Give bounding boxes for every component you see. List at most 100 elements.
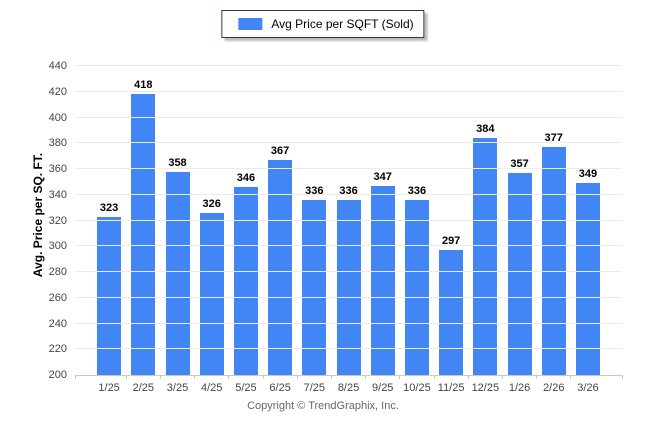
x-axis-tick-label: 11/25	[437, 382, 465, 394]
bar-value-label: 346	[236, 172, 256, 185]
legend-swatch	[238, 18, 263, 30]
bar-value-label: 323	[99, 201, 119, 214]
bar-value-label: 336	[407, 184, 427, 197]
bar-slot: 336	[400, 66, 434, 375]
bar: 326	[199, 198, 224, 375]
x-axis-tick-label: 5/25	[235, 382, 257, 394]
plot-area: 323 418 358 326 346 367 336 336 347 336 297 384 357 3…	[49, 60, 623, 394]
gridline	[75, 142, 622, 144]
bar-slot: 367	[263, 66, 297, 375]
gridline	[75, 219, 622, 221]
bar: 347	[370, 171, 395, 375]
x-axis-tick-label: 6/25	[269, 382, 291, 394]
bar-slot: 384	[468, 66, 502, 375]
bar-slot: 326	[195, 66, 229, 375]
y-axis-tick-label: 380	[48, 137, 67, 150]
x-axis-tick-label: 7/25	[303, 382, 326, 394]
gridline	[75, 271, 622, 272]
bar-slot: 336	[331, 66, 365, 375]
x-axis-tick	[159, 375, 161, 379]
bar-value-label: 418	[134, 79, 153, 92]
x-axis-tick	[433, 375, 435, 379]
bar-slot: 346	[229, 66, 263, 375]
bar-slot: 357	[502, 66, 536, 375]
bar-value-label: 358	[168, 156, 187, 169]
bar: 418	[131, 79, 156, 375]
y-axis-tick-label: 240	[48, 317, 67, 330]
copyright-text: Copyright © TrendGraphix, Inc.	[247, 400, 399, 412]
y-axis-tick-label: 320	[48, 214, 67, 227]
y-axis-tick-label: 360	[48, 163, 67, 175]
x-axis-ticks	[74, 375, 623, 379]
y-axis-tick-label: 260	[48, 291, 67, 304]
bar-value-label: 297	[441, 235, 461, 248]
bar-value-label: 336	[339, 184, 358, 197]
bar: 377	[541, 132, 566, 375]
bar-slot: 349	[571, 66, 605, 375]
x-axis-tick	[194, 375, 196, 379]
bar-value-label: 336	[305, 184, 324, 197]
x-axis-tick-label: 2/26	[543, 382, 565, 394]
bar: 384	[473, 123, 498, 375]
y-axis-tick-label: 280	[48, 266, 67, 278]
x-axis-tick	[296, 375, 298, 379]
gridline	[75, 348, 622, 350]
x-axis-tick	[262, 375, 264, 379]
x-axis-tick-label: 10/25	[403, 382, 431, 394]
x-axis-tick-label: 12/25	[471, 382, 500, 394]
gridline	[75, 193, 622, 195]
bar: 297	[439, 235, 464, 375]
bar-slot: 418	[126, 66, 160, 375]
gridline	[75, 296, 622, 298]
x-axis-tick-label: 4/25	[201, 382, 223, 394]
bar-value-label: 377	[544, 132, 563, 145]
x-axis-tick-label: 3/26	[577, 382, 599, 394]
bar-value-label: 367	[270, 145, 290, 157]
y-axis-tick-label: 200	[48, 369, 67, 381]
gridline	[75, 90, 622, 92]
legend-label: Avg Price per SQFT (Sold)	[271, 17, 414, 31]
x-axis-tick	[536, 375, 538, 379]
legend: Avg Price per SQFT (Sold)	[221, 10, 425, 38]
bar-value-label: 384	[476, 123, 495, 136]
x-axis-tick	[74, 375, 76, 379]
bar-slot: 358	[160, 66, 194, 375]
y-axis-tick-label: 340	[48, 188, 67, 201]
x-axis-tick-label: 1/26	[508, 382, 531, 394]
y-axis-tick-label: 300	[48, 240, 67, 253]
gridline	[75, 116, 622, 118]
gridline	[75, 65, 622, 66]
x-axis-tick-label: 1/25	[98, 382, 120, 394]
x-axis-tick	[365, 375, 367, 379]
bar: 358	[165, 157, 190, 375]
y-axis-tick-label: 440	[48, 60, 67, 72]
x-axis-tick-label: 3/25	[166, 382, 189, 394]
y-axis-tick-label: 420	[48, 85, 67, 98]
bar: 346	[233, 172, 258, 375]
x-axis-tick-label: 8/25	[337, 382, 360, 394]
y-axis-tick-label: 220	[48, 343, 67, 356]
x-axis-tick	[570, 375, 572, 379]
bar: 357	[507, 158, 532, 375]
bar-slot: 347	[366, 66, 400, 375]
bar-slot: 377	[537, 66, 571, 375]
x-axis-tick	[330, 375, 332, 379]
gridline	[75, 245, 622, 247]
bar-value-label: 326	[202, 197, 221, 210]
bars-row: 323 418 358 326 346 367 336 336 347 336 297 384 357 3…	[75, 66, 622, 375]
x-axis-tick	[399, 375, 401, 379]
bar-slot: 323	[92, 66, 126, 375]
y-axis-tick-label: 400	[48, 111, 67, 124]
gridline	[75, 322, 622, 324]
bar-value-label: 349	[578, 168, 598, 181]
x-axis-tick	[228, 375, 230, 379]
gridline	[75, 168, 622, 169]
x-axis-tick	[467, 375, 469, 379]
bar: 336	[302, 185, 327, 375]
bar-value-label: 357	[510, 157, 529, 170]
bar-slot: 336	[297, 66, 331, 375]
bar: 336	[404, 185, 429, 375]
bar-value-label: 347	[373, 170, 392, 183]
x-axis-tick-label: 9/25	[372, 382, 394, 394]
